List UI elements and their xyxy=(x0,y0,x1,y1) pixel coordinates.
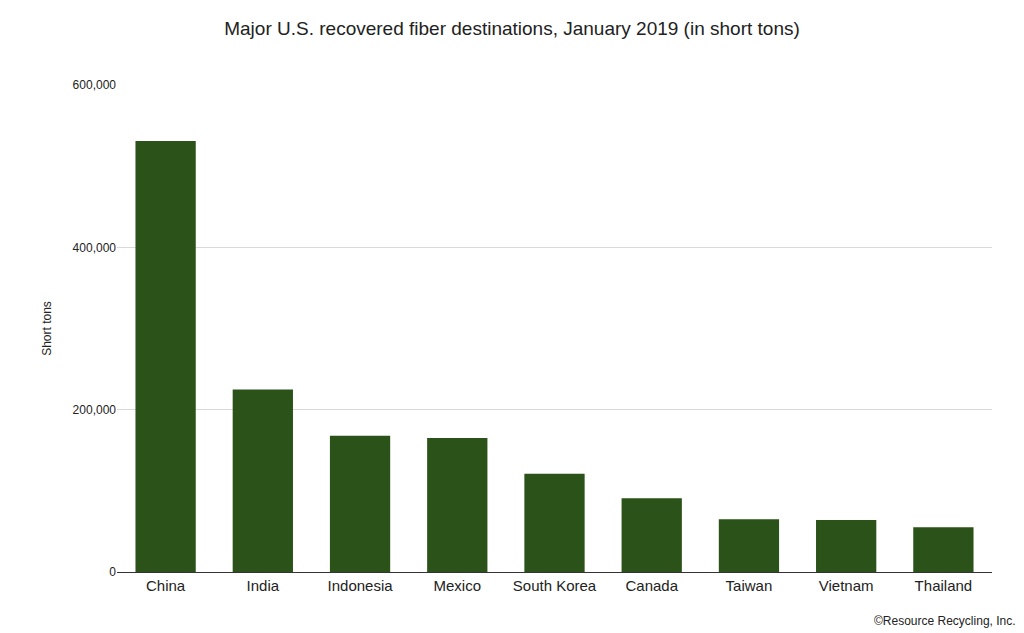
svg-text:China: China xyxy=(146,577,186,594)
svg-text:Short tons: Short tons xyxy=(40,301,54,356)
svg-text:Taiwan: Taiwan xyxy=(726,577,773,594)
svg-text:South Korea: South Korea xyxy=(513,577,597,594)
svg-text:India: India xyxy=(247,577,280,594)
svg-text:Indonesia: Indonesia xyxy=(328,577,394,594)
svg-text:Vietnam: Vietnam xyxy=(819,577,874,594)
svg-text:Canada: Canada xyxy=(625,577,678,594)
svg-text:600,000: 600,000 xyxy=(73,78,117,92)
svg-text:©Resource Recycling, Inc.: ©Resource Recycling, Inc. xyxy=(874,614,1016,628)
svg-text:0: 0 xyxy=(109,565,116,579)
svg-text:200,000: 200,000 xyxy=(73,403,117,417)
svg-text:Major U.S. recovered fiber des: Major U.S. recovered fiber destinations,… xyxy=(224,18,800,39)
svg-text:Thailand: Thailand xyxy=(915,577,973,594)
svg-text:400,000: 400,000 xyxy=(73,241,117,255)
svg-text:Mexico: Mexico xyxy=(434,577,482,594)
